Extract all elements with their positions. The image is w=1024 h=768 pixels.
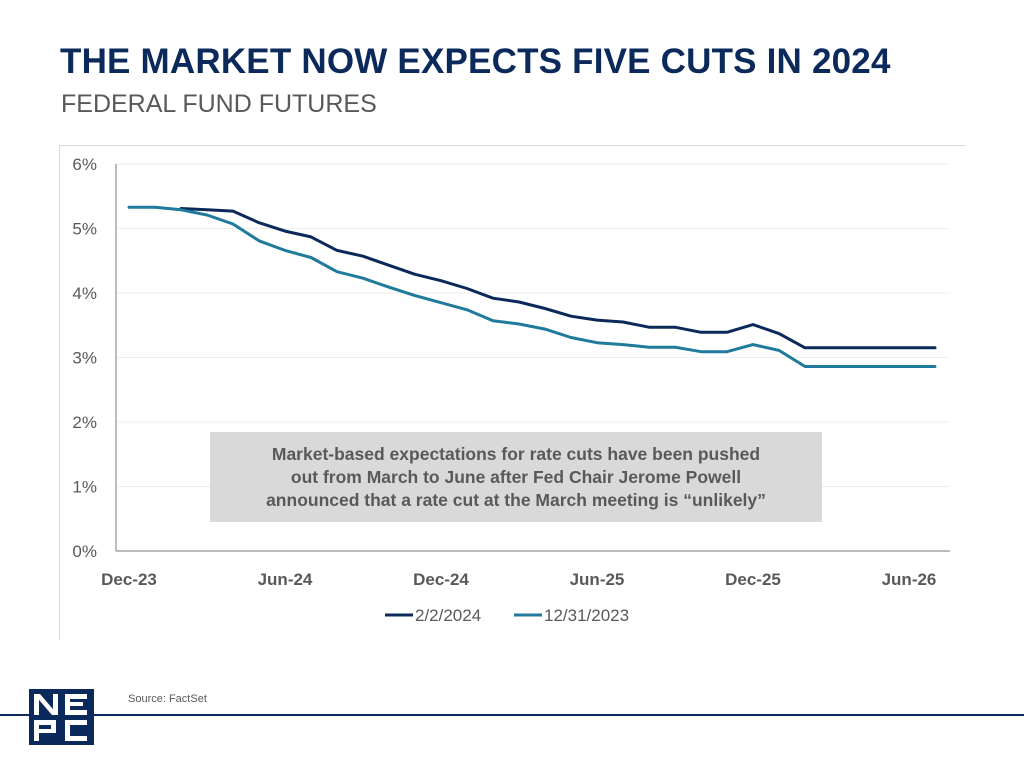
x-tick-label: Dec-25 — [725, 570, 781, 589]
y-tick-label: 0% — [72, 542, 97, 561]
x-tick-label: Jun-25 — [570, 570, 625, 589]
x-tick-label: Jun-26 — [882, 570, 937, 589]
y-tick-label: 5% — [72, 220, 97, 239]
legend-item: 12/31/2023 — [514, 606, 629, 625]
x-tick-label: Dec-23 — [101, 570, 157, 589]
legend-label: 12/31/2023 — [544, 606, 629, 625]
chart-annotation: Market-based expectations for rate cuts … — [210, 432, 822, 522]
x-tick-labels: Dec-23 Jun-24 Dec-24 Jun-25 Dec-25 Jun-26 — [101, 570, 936, 589]
x-tick-label: Dec-24 — [413, 570, 469, 589]
series-line-2-2-2024 — [179, 207, 937, 350]
x-tick-label: Jun-24 — [258, 570, 313, 589]
legend-label: 2/2/2024 — [415, 606, 481, 625]
y-tick-label: 3% — [72, 349, 97, 368]
series-lines — [127, 205, 937, 368]
nepc-logo — [29, 689, 94, 745]
footer-divider — [0, 714, 1024, 716]
gridlines — [116, 163, 950, 487]
page-subtitle: FEDERAL FUND FUTURES — [61, 90, 377, 118]
y-tick-label: 1% — [72, 478, 97, 497]
y-tick-label: 6% — [72, 155, 97, 174]
legend: 2/2/2024 12/31/2023 — [385, 606, 629, 625]
page-title: THE MARKET NOW EXPECTS FIVE CUTS IN 2024 — [60, 42, 891, 81]
legend-item: 2/2/2024 — [385, 606, 481, 625]
y-tick-label: 2% — [72, 413, 97, 432]
y-tick-labels: 0% 1% 2% 3% 4% 5% 6% — [72, 155, 97, 561]
chart-frame — [59, 145, 966, 640]
series-line-12-31-2023 — [127, 205, 937, 368]
source-note: Source: FactSet — [128, 693, 207, 705]
axes — [115, 164, 950, 552]
y-tick-label: 4% — [72, 284, 97, 303]
